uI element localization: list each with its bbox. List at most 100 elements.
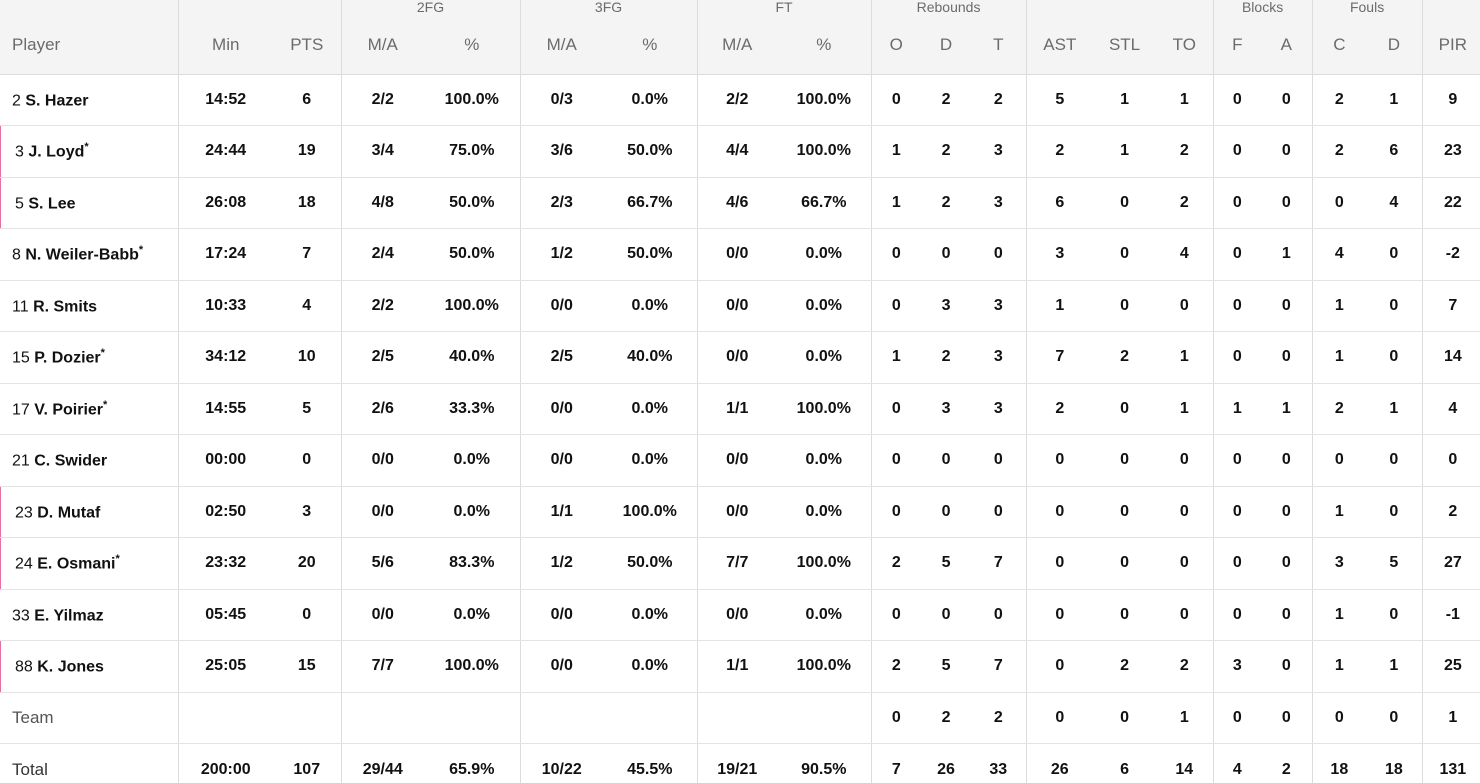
column-header-2fg-pct[interactable]: %: [424, 17, 521, 75]
cell-ast: 6: [1025, 177, 1094, 229]
column-header-reb-total[interactable]: T: [971, 17, 1027, 75]
player-name-link[interactable]: K. Jones: [37, 658, 104, 676]
column-header-2fg-ma[interactable]: M/A: [340, 17, 424, 75]
column-header-ast[interactable]: AST: [1025, 17, 1094, 75]
cell-foul-committed: 0: [1311, 692, 1367, 744]
column-header-stl[interactable]: STL: [1093, 17, 1157, 75]
cell-pts: 10: [273, 331, 341, 384]
player-name-link[interactable]: V. Poirier: [34, 400, 104, 418]
cell-3fg-ma: 0/0: [519, 383, 604, 435]
cell-reb-total: 3: [971, 280, 1027, 332]
cell-blk-for: 0: [1212, 537, 1262, 590]
cell-ft-pct: 0.0%: [777, 589, 872, 641]
cell-foul-drawn: 1: [1366, 74, 1423, 126]
player-name-link[interactable]: P. Dozier: [34, 349, 101, 367]
table-row[interactable]: 5 S. Lee 26:08 18 4/8 50.0% 2/3 66.7% 4/6 66.7% 1…: [0, 177, 1480, 229]
column-header-ft-ma[interactable]: M/A: [696, 17, 778, 75]
cell-stl: 0: [1093, 692, 1157, 744]
table-row[interactable]: 15 P. Dozier* 34:12 10 2/5 40.0% 2/5 40.0% 0/0 0…: [0, 331, 1480, 384]
table-row[interactable]: 23 D. Mutaf 02:50 3 0/0 0.0% 1/1 100.0% 0/0 0.0%…: [0, 486, 1480, 538]
cell-min: 14:52: [177, 74, 273, 126]
player-name-link[interactable]: D. Mutaf: [37, 503, 101, 521]
cell-blk-against: 0: [1261, 434, 1313, 487]
column-header-reb-def[interactable]: D: [921, 17, 972, 75]
cell-to: 0: [1156, 589, 1214, 641]
cell-3fg-ma: 2/3: [519, 177, 604, 229]
cell-2fg-ma: 2/6: [340, 383, 424, 435]
cell-pts: 20: [273, 537, 341, 590]
column-header-blk-for[interactable]: F: [1212, 17, 1262, 75]
table-row[interactable]: 17 V. Poirier* 14:55 5 2/6 33.3% 0/0 0.0% 1/1 10…: [0, 383, 1480, 435]
column-header-3fg-ma[interactable]: M/A: [519, 17, 604, 75]
cell-reb-def: 3: [921, 383, 972, 435]
cell-reb-off: 0: [870, 280, 922, 332]
cell-reb-off: 0: [870, 74, 922, 126]
cell-blk-against: 0: [1261, 331, 1313, 384]
player-name-link[interactable]: C. Swider: [34, 452, 108, 470]
cell-ft-pct: 66.7%: [777, 177, 872, 229]
cell-blk-for: 0: [1212, 331, 1262, 384]
player-number: 8: [12, 246, 21, 264]
table-row[interactable]: 88 K. Jones 25:05 15 7/7 100.0% 0/0 0.0% 1/1 100…: [0, 640, 1480, 693]
player-cell: 24 E. Osmani*: [0, 537, 178, 590]
column-header-player[interactable]: Player: [0, 17, 178, 75]
player-cell: 5 S. Lee: [0, 177, 178, 229]
player-cell: 11 R. Smits: [0, 280, 178, 332]
cell-ft-pct: 100.0%: [777, 383, 872, 435]
cell-2fg-pct: 0.0%: [424, 434, 521, 487]
cell-pir: -1: [1421, 589, 1480, 641]
player-name-link[interactable]: S. Lee: [28, 194, 76, 212]
cell-stl: 1: [1093, 125, 1157, 178]
cell-2fg-ma: 7/7: [340, 640, 424, 693]
table-row[interactable]: 33 E. Yilmaz 05:45 0 0/0 0.0% 0/0 0.0% 0/0 0.0% 0…: [0, 589, 1480, 641]
player-name-link[interactable]: R. Smits: [33, 297, 98, 315]
cell-reb-total: 0: [971, 228, 1027, 281]
cell-3fg-pct: 0.0%: [603, 640, 698, 693]
cell-stl: 0: [1093, 280, 1157, 332]
cell-3fg-pct: 0.0%: [603, 434, 698, 487]
table-row[interactable]: 24 E. Osmani* 23:32 20 5/6 83.3% 1/2 50.0% 7/7 1…: [0, 537, 1480, 590]
cell-foul-committed: 1: [1311, 486, 1367, 538]
column-header-foul-drawn[interactable]: D: [1366, 17, 1423, 75]
cell-blk-for: 0: [1212, 228, 1262, 281]
player-name-link[interactable]: N. Weiler-Babb: [25, 246, 139, 264]
table-row[interactable]: 3 J. Loyd* 24:44 19 3/4 75.0% 3/6 50.0% 4/4 100.…: [0, 125, 1480, 178]
player-name-link[interactable]: E. Osmani: [37, 555, 116, 573]
table-row[interactable]: 2 S. Hazer 14:52 6 2/2 100.0% 0/3 0.0% 2/2 100.0…: [0, 74, 1480, 126]
player-name-link[interactable]: S. Hazer: [25, 91, 89, 109]
cell-foul-drawn: 0: [1366, 331, 1423, 384]
cell-reb-off: 1: [870, 177, 922, 229]
cell-reb-total: 3: [971, 383, 1027, 435]
player-number: 88: [15, 658, 33, 676]
column-header-blk-against[interactable]: A: [1261, 17, 1313, 75]
cell-ft-ma: 0/0: [696, 486, 778, 538]
table-row[interactable]: 21 C. Swider 00:00 0 0/0 0.0% 0/0 0.0% 0/0 0.0% 0…: [0, 434, 1480, 487]
cell-blk-for: 0: [1212, 177, 1262, 229]
cell-ft-pct: 0.0%: [777, 228, 872, 281]
column-header-pts[interactable]: PTS: [273, 17, 341, 75]
cell-ft-pct: 100.0%: [777, 125, 872, 178]
cell-foul-committed: 2: [1311, 74, 1367, 126]
column-header-3fg-pct[interactable]: %: [603, 17, 698, 75]
column-header-ft-pct[interactable]: %: [777, 17, 872, 75]
table-row[interactable]: 8 N. Weiler-Babb* 17:24 7 2/4 50.0% 1/2 50.0% 0…: [0, 228, 1480, 281]
player-name-link[interactable]: E. Yilmaz: [34, 606, 104, 624]
column-header-reb-off[interactable]: O: [870, 17, 922, 75]
cell-2fg-ma: 2/2: [340, 74, 424, 126]
player-cell: 21 C. Swider: [0, 434, 178, 487]
column-header-min[interactable]: Min: [177, 17, 273, 75]
cell-ft-ma: 0/0: [696, 228, 778, 281]
cell-reb-total: 33: [989, 760, 1008, 778]
player-number: 33: [12, 606, 30, 624]
column-header-to[interactable]: TO: [1156, 17, 1214, 75]
cell-reb-def: 2: [921, 331, 972, 384]
cell-blk-against: 1: [1261, 228, 1313, 281]
column-header-foul-committed[interactable]: C: [1311, 17, 1367, 75]
cell-reb-total: 0: [971, 434, 1027, 487]
table-row[interactable]: 11 R. Smits 10:33 4 2/2 100.0% 0/0 0.0% 0/0 0.0%…: [0, 280, 1480, 332]
column-header-pir[interactable]: PIR: [1421, 17, 1480, 75]
cell-3fg-pct: 0.0%: [603, 383, 698, 435]
cell-reb-def: 5: [921, 537, 972, 590]
player-name-link[interactable]: J. Loyd: [28, 143, 85, 161]
player-number: 21: [12, 452, 30, 470]
